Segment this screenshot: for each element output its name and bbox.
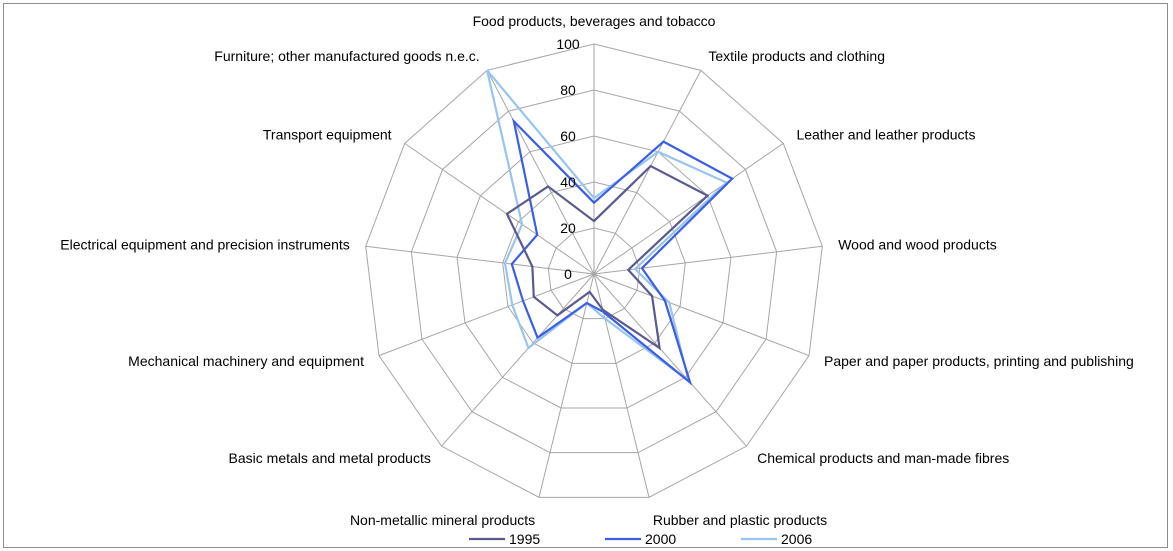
spoke-11 (404, 142, 595, 275)
spoke-12 (486, 70, 595, 275)
grid-ring-20 (547, 227, 641, 320)
legend-label-2000: 2000 (645, 531, 676, 547)
grid-ring-60 (456, 135, 732, 409)
spoke-4 (593, 273, 810, 357)
category-label-1: Textile products and clothing (708, 48, 885, 64)
category-label-5: Chemical products and man-made fibres (757, 450, 1009, 466)
series-2000 (510, 117, 735, 386)
tick-labels: 0 20 40 60 80 100 (556, 36, 580, 282)
tick-label-100: 100 (556, 36, 580, 52)
grid-ring-100 (365, 43, 823, 498)
spoke-5 (593, 273, 747, 447)
category-label-11: Transport equipment (263, 126, 392, 142)
category-label-8: Basic metals and metal products (229, 450, 431, 466)
spoke-3 (593, 245, 823, 275)
spoke-10 (365, 245, 595, 275)
radar-grid (365, 43, 823, 498)
tick-label-20: 20 (560, 220, 576, 236)
legend-label-2006: 2006 (781, 531, 812, 547)
category-label-4: Paper and paper products, printing and p… (824, 353, 1134, 369)
chart-frame (3, 3, 1168, 548)
legend: 1995 2000 2006 (469, 531, 812, 547)
category-label-10: Electrical equipment and precision instr… (60, 236, 349, 252)
tick-label-0: 0 (564, 266, 572, 282)
category-label-9: Mechanical machinery and equipment (128, 353, 364, 369)
spoke-7 (538, 273, 595, 498)
grid-ring-80 (410, 89, 778, 454)
spoke-9 (378, 273, 595, 357)
category-label-7: Non-metallic mineral products (350, 512, 535, 528)
series-layer (486, 69, 735, 386)
tick-label-60: 60 (560, 128, 576, 144)
category-label-6: Rubber and plastic products (653, 512, 827, 528)
tick-label-80: 80 (560, 82, 576, 98)
series-1995 (505, 164, 710, 351)
series-2006 (486, 69, 729, 384)
spoke-8 (441, 273, 595, 447)
category-label-3: Wood and wood products (838, 236, 997, 252)
category-label-2: Leather and leather products (796, 126, 975, 142)
spoke-1 (593, 70, 702, 275)
legend-label-1995: 1995 (509, 531, 540, 547)
tick-label-40: 40 (560, 174, 576, 190)
category-label-12: Furniture; other manufactured goods n.e.… (214, 48, 479, 64)
category-labels: Food products, beverages and tobacco Text… (60, 13, 1133, 528)
category-label-0: Food products, beverages and tobacco (473, 13, 716, 29)
spoke-2 (593, 142, 784, 275)
